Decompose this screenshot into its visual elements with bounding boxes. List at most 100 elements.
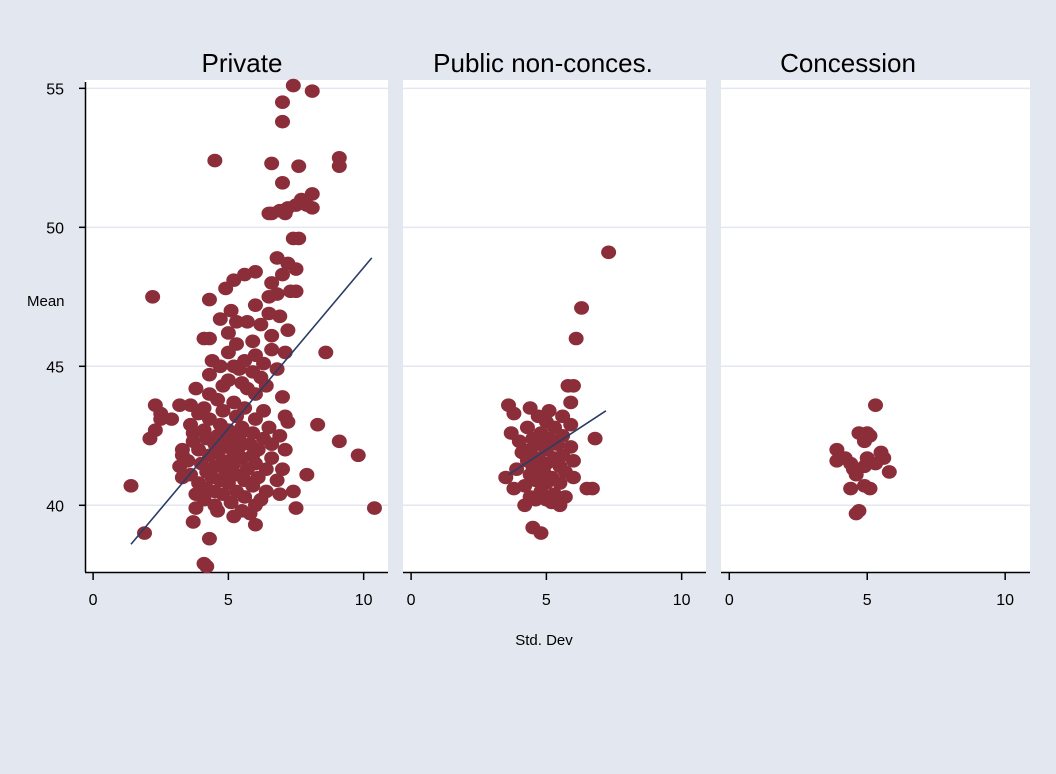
data-point: [247, 298, 263, 312]
data-point: [291, 231, 307, 246]
data-point: [318, 345, 334, 360]
data-point: [601, 245, 617, 260]
fitted-line: [130, 257, 373, 545]
data-point: [517, 498, 533, 513]
data-point: [188, 381, 204, 396]
data-point: [366, 501, 382, 515]
x-tick-label-0: 0: [89, 592, 98, 609]
y-tick-label-55: 55: [46, 81, 64, 98]
data-point: [237, 490, 253, 504]
panel-strip: [403, 42, 706, 80]
data-point: [274, 462, 290, 476]
data-point: [261, 206, 277, 221]
data-point: [848, 506, 864, 521]
data-point: [223, 303, 239, 318]
data-point: [188, 501, 204, 515]
scatter-points: [829, 398, 897, 521]
data-point: [253, 317, 269, 332]
data-point: [579, 481, 595, 496]
data-point: [574, 301, 590, 315]
data-point: [563, 417, 579, 432]
data-point: [829, 454, 845, 468]
data-point: [185, 515, 201, 529]
data-point: [350, 448, 366, 463]
data-point: [274, 114, 290, 129]
data-point: [285, 78, 301, 93]
data-point: [223, 495, 239, 510]
data-point: [291, 159, 307, 173]
data-point: [304, 84, 320, 98]
data-point: [245, 334, 261, 349]
fitted-line: [508, 410, 607, 476]
y-tick-label-40: 40: [46, 498, 64, 515]
data-point: [215, 378, 231, 393]
x-tick-label-5: 5: [224, 592, 233, 609]
panel-title: Private: [202, 48, 283, 78]
data-point: [220, 326, 236, 340]
data-point: [247, 517, 263, 532]
data-point: [843, 481, 859, 496]
y-tick-label-50: 50: [46, 220, 64, 237]
data-point: [201, 292, 217, 307]
data-point: [242, 506, 258, 521]
data-point: [280, 415, 296, 429]
data-point: [261, 420, 277, 435]
data-point: [247, 412, 263, 426]
data-point: [264, 437, 280, 451]
data-point: [261, 290, 277, 304]
data-point: [331, 159, 347, 173]
data-point: [212, 312, 228, 326]
data-point: [277, 345, 293, 360]
data-point: [280, 323, 296, 337]
data-point: [201, 331, 217, 346]
data-point: [264, 156, 280, 171]
x-tick-label-10: 10: [673, 592, 691, 609]
data-point: [587, 431, 603, 446]
data-point: [288, 284, 304, 299]
x-tick-label-5: 5: [542, 592, 551, 609]
data-point: [274, 267, 290, 282]
data-point: [272, 487, 288, 501]
data-point: [258, 378, 274, 393]
data-point: [288, 501, 304, 515]
data-point: [277, 442, 293, 457]
data-point: [272, 309, 288, 324]
x-tick-label-0: 0: [725, 592, 734, 609]
data-point: [519, 420, 535, 435]
data-point: [563, 395, 579, 410]
data-point: [565, 378, 581, 393]
data-point: [229, 315, 244, 329]
data-point: [506, 406, 522, 421]
data-point: [172, 398, 188, 413]
data-point: [229, 409, 244, 424]
data-point: [210, 392, 226, 407]
data-point: [153, 412, 169, 426]
data-point: [256, 356, 272, 371]
data-point: [137, 526, 153, 540]
data-point: [310, 417, 326, 432]
data-point: [274, 390, 290, 404]
data-point: [201, 367, 217, 382]
data-point: [848, 467, 864, 482]
panel-3: Concession 0 5 10: [721, 42, 1030, 609]
x-tick-label-0: 0: [407, 592, 416, 609]
data-point: [199, 559, 215, 574]
data-point: [245, 479, 261, 493]
data-point: [264, 342, 280, 357]
data-point: [533, 526, 549, 540]
plot-region: [721, 80, 1030, 572]
data-point: [299, 467, 315, 482]
data-point: [274, 176, 290, 190]
panel-strip: [725, 42, 1030, 80]
y-tick-label-45: 45: [46, 359, 64, 376]
data-point: [172, 459, 188, 474]
data-point: [511, 434, 527, 449]
data-point: [304, 201, 320, 215]
panel-title: Public non-conces.: [433, 48, 653, 78]
y-axis-title: Mean: [27, 293, 65, 310]
data-point: [264, 328, 280, 343]
data-point: [552, 498, 568, 513]
data-point: [552, 476, 568, 490]
data-point: [264, 276, 280, 290]
